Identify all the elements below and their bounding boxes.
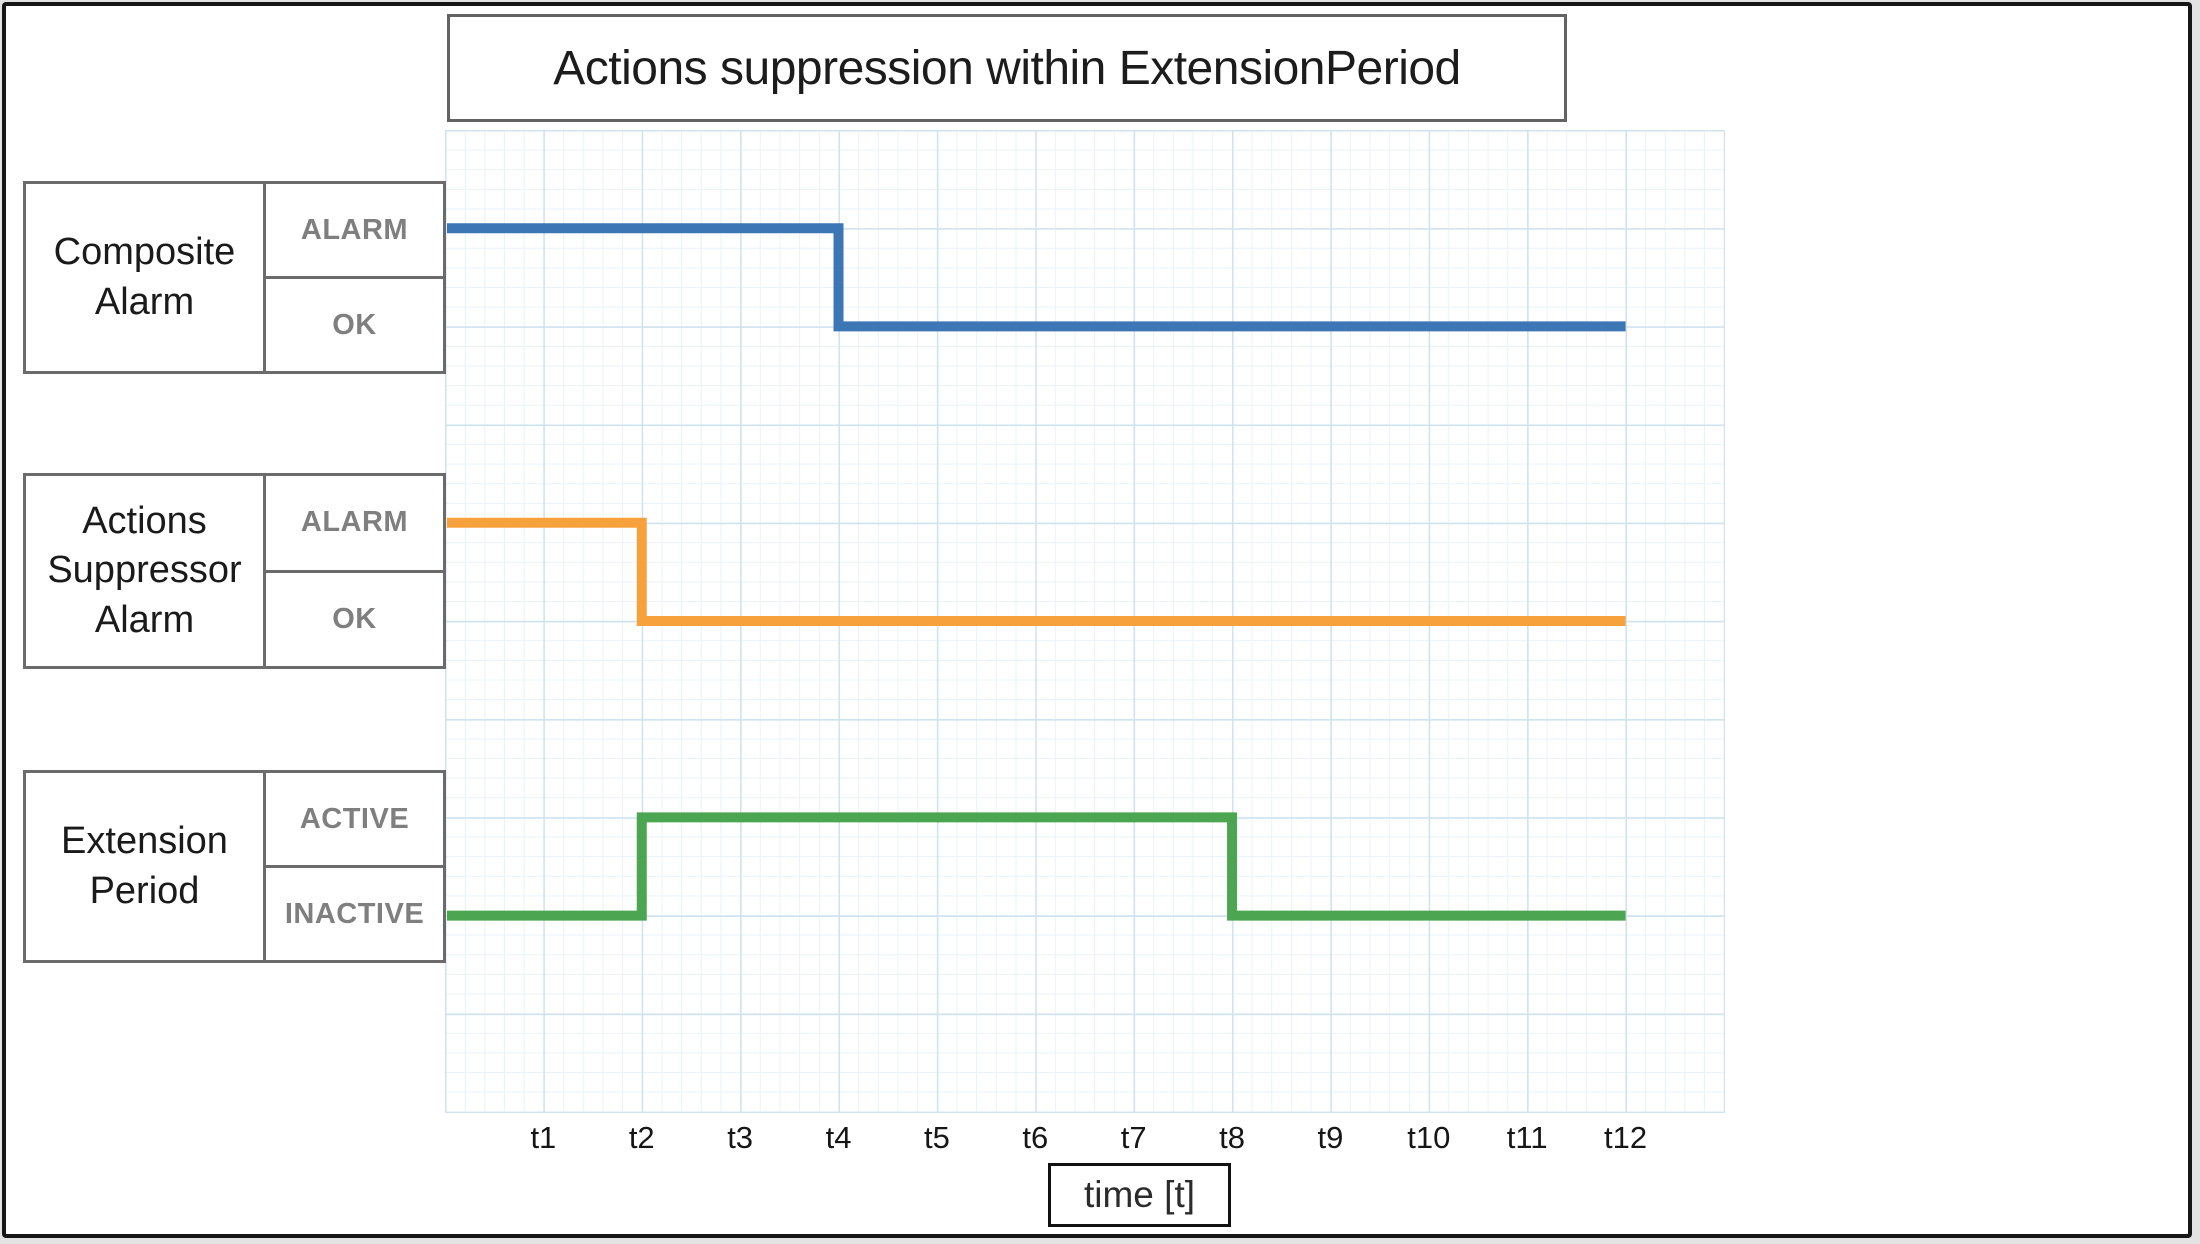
legend-title-composite-alarm: Composite Alarm: [26, 184, 266, 371]
x-tick-t3: t3: [727, 1120, 754, 1155]
x-tick-t5: t5: [923, 1120, 950, 1155]
state-label-ok: OK: [266, 569, 443, 667]
x-tick-t6: t6: [1022, 1120, 1049, 1155]
x-tick-t1: t1: [530, 1120, 557, 1155]
x-axis-label-box: time [t]: [1048, 1163, 1231, 1227]
signal-plot: [447, 223, 1626, 921]
legend-title-extension-period: Extension Period: [26, 773, 266, 960]
state-label-active: ACTIVE: [299, 802, 410, 835]
x-tick-t11: t11: [1506, 1120, 1548, 1155]
title-box: Actions suppression within ExtensionPeri…: [447, 14, 1567, 122]
x-tick-t4: t4: [825, 1120, 852, 1155]
legend-states-extension-period: ACTIVE INACTIVE: [266, 773, 443, 960]
x-axis-label: time [t]: [1083, 1174, 1196, 1215]
state-label-ok: OK: [266, 276, 443, 371]
x-tick-t8: t8: [1219, 1120, 1245, 1155]
x-tick-t2: t2: [628, 1120, 655, 1155]
legend-states-actions-suppressor-alarm: ALARM OK: [266, 476, 443, 666]
chart-title: Actions suppression within ExtensionPeri…: [553, 41, 1461, 95]
state-label-alarm: ALARM: [300, 506, 409, 539]
state-label-alarm: ALARM: [300, 213, 409, 246]
x-axis-tick-labels: t1 t2 t3 t4 t5 t6 t7 t8 t9 t10 t11 t12: [0, 1120, 2200, 1166]
legend-actions-suppressor-alarm: Actions Suppressor Alarm ALARM OK: [23, 473, 446, 669]
plot-grid: [445, 130, 1725, 1113]
x-tick-t12: t12: [1603, 1120, 1648, 1155]
state-label-inactive: INACTIVE: [266, 865, 443, 960]
legend-states-composite-alarm: ALARM OK: [266, 184, 443, 371]
legend-extension-period: Extension Period ACTIVE INACTIVE: [23, 770, 446, 963]
signal-line-actions-suppressor-alarm: [447, 517, 1626, 626]
signal-line-extension-period: [447, 812, 1626, 921]
legend-title-actions-suppressor-alarm: Actions Suppressor Alarm: [26, 476, 266, 666]
x-tick-t10: t10: [1407, 1120, 1451, 1155]
signal-line-composite-alarm: [447, 223, 1626, 332]
x-tick-t9: t9: [1317, 1120, 1344, 1155]
legend-composite-alarm: Composite Alarm ALARM OK: [23, 181, 446, 374]
x-tick-t7: t7: [1120, 1120, 1147, 1155]
